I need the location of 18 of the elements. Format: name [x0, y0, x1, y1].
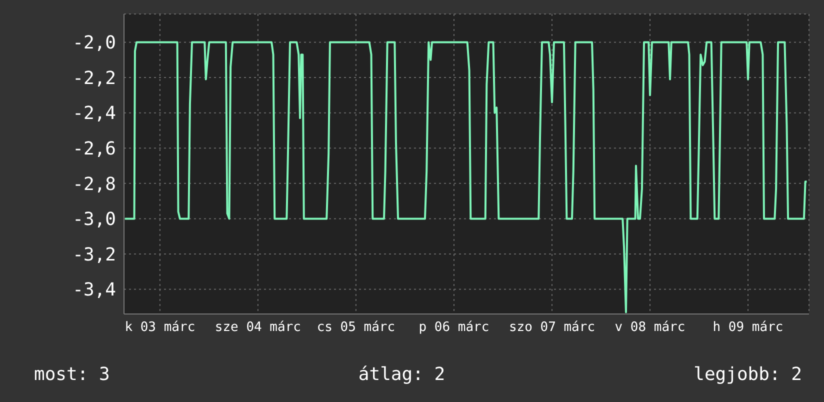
text: legjobb: 2	[694, 364, 802, 385]
y-tick-label: -3,4	[72, 280, 116, 301]
y-tick-label: -2,4	[72, 103, 116, 124]
y-tick-label: -3,2	[72, 244, 116, 266]
y-tick-label: -2,0	[72, 32, 116, 54]
text: most: 3	[34, 364, 110, 385]
x-tick-label: k 03 márc	[124, 320, 196, 336]
x-tick-label: sze 04 márc	[214, 320, 301, 336]
y-tick-label: -2,2	[72, 68, 116, 89]
y-tick-label: -2,8	[72, 174, 116, 195]
text: átlag: 2	[358, 364, 446, 385]
x-tick-label: cs 05 márc	[316, 320, 396, 336]
x-tick-label: v 08 márc	[614, 320, 686, 336]
x-tick-label: p 06 márc	[418, 320, 490, 336]
y-tick-label: -2,6	[72, 138, 116, 160]
y-tick-label: -3,0	[72, 209, 116, 230]
x-tick-label: szo 07 márc	[508, 320, 596, 336]
x-tick-label: h 09 márc	[712, 320, 784, 336]
